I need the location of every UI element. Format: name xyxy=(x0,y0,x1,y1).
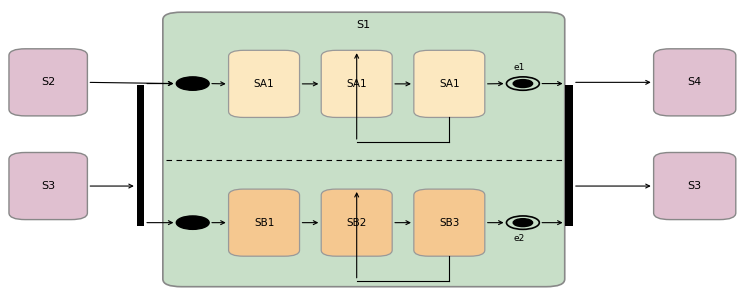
FancyBboxPatch shape xyxy=(654,49,736,116)
FancyBboxPatch shape xyxy=(229,189,300,256)
Text: SA1: SA1 xyxy=(347,79,367,89)
Text: S4: S4 xyxy=(687,77,702,87)
Circle shape xyxy=(176,216,209,229)
Text: SB3: SB3 xyxy=(439,218,459,228)
Text: S2: S2 xyxy=(41,77,55,87)
FancyBboxPatch shape xyxy=(9,152,87,220)
FancyBboxPatch shape xyxy=(9,49,87,116)
FancyBboxPatch shape xyxy=(654,152,736,220)
Circle shape xyxy=(513,80,533,88)
Text: S1: S1 xyxy=(357,20,371,30)
Text: SA1: SA1 xyxy=(254,79,274,89)
Text: S3: S3 xyxy=(688,181,701,191)
Text: S3: S3 xyxy=(41,181,55,191)
FancyBboxPatch shape xyxy=(414,189,485,256)
FancyBboxPatch shape xyxy=(321,189,392,256)
Text: SB2: SB2 xyxy=(347,218,367,228)
Text: SA1: SA1 xyxy=(439,79,459,89)
FancyBboxPatch shape xyxy=(321,50,392,117)
Circle shape xyxy=(176,77,209,90)
FancyBboxPatch shape xyxy=(163,12,565,287)
FancyBboxPatch shape xyxy=(414,50,485,117)
Text: e1: e1 xyxy=(513,63,525,72)
FancyBboxPatch shape xyxy=(229,50,300,117)
Circle shape xyxy=(513,219,533,227)
Text: SB1: SB1 xyxy=(254,218,274,228)
Bar xyxy=(137,85,144,226)
Bar xyxy=(565,85,573,226)
Text: e2: e2 xyxy=(513,234,525,243)
